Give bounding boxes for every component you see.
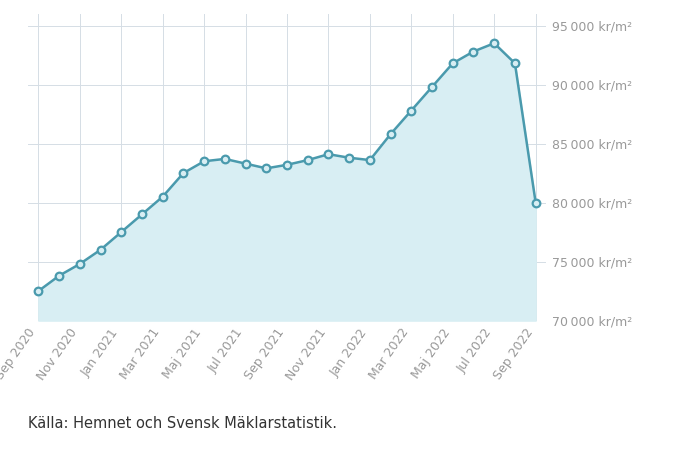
Text: Källa: Hemnet och Svensk Mäklarstatistik.: Källa: Hemnet och Svensk Mäklarstatistik… — [28, 415, 337, 431]
